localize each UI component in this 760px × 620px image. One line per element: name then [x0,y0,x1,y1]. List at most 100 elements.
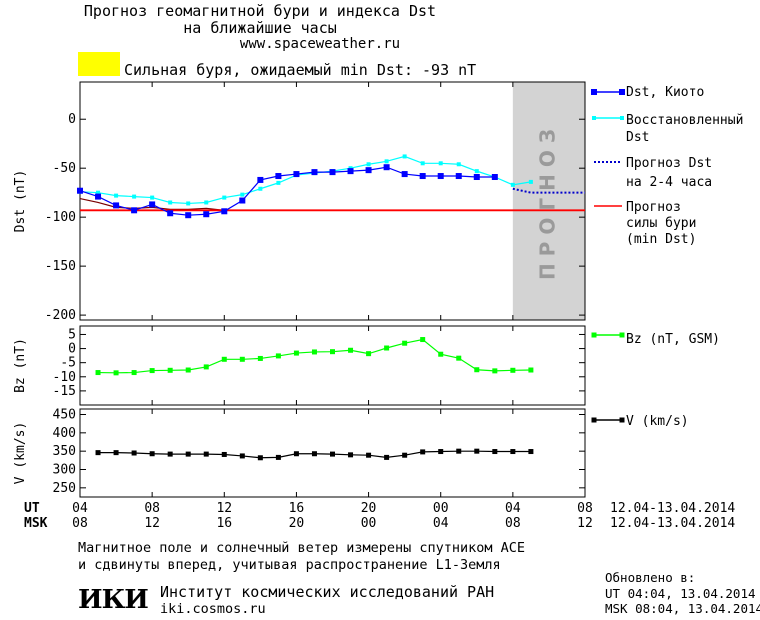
restored-dst-point [204,200,209,205]
panel-frame-1 [79,81,586,321]
legend-kyoto-marker [591,89,597,95]
kyoto-dst-point [455,173,462,180]
restored-dst-point [222,195,227,200]
iki-logo[interactable]: ИКИ [78,585,149,615]
v-point [95,450,101,456]
kyoto-dst-point [275,173,282,180]
bz-point [203,364,209,370]
ut-tick-label: 00 [433,501,449,516]
bz-line [98,338,531,374]
kyoto-dst-point [401,171,408,178]
kyoto-dst-point [95,193,102,200]
ytick-label: 300 [53,463,76,478]
legend-v-marker [619,417,625,423]
kyoto-dst-point [383,164,390,171]
msk-tick-label: 16 [216,516,232,531]
legend-restored-marker [592,116,596,120]
bz-point [366,351,372,357]
v-point [366,452,372,458]
v-point [131,450,137,456]
bz-point [492,368,498,374]
msk-date-range: 12.04-13.04.2014 [610,516,735,531]
bz-point [275,353,281,359]
bz-point [348,347,354,353]
ytick-label: -15 [53,384,76,399]
legend-restored-label-1: Восстановленный [626,113,743,128]
restored-dst-point [420,161,425,166]
bz-point [293,350,299,356]
ytick-label: 350 [53,444,76,459]
msk-tick-label: 12 [577,516,593,531]
ut-tick-label: 12 [216,501,232,516]
legend-storm-label-1: Прогноз [626,200,681,215]
site-url[interactable]: www.spaceweather.ru [239,36,401,52]
kyoto-dst-point [347,168,354,175]
v-point [113,450,119,456]
legend-bz-marker [619,332,625,338]
chart-subtitle: на ближайшие часы [183,19,337,37]
kyoto-dst-point [131,207,138,214]
legend-kyoto-label: Dst, Киото [626,85,704,100]
forecast-band-label: ПРОГНОЗ [535,122,559,280]
legend-v-label: V (km/s) [626,414,689,429]
kyoto-dst-point [257,176,264,183]
bz-point [113,370,119,376]
ytick-label: 400 [53,426,76,441]
kyoto-dst-point [419,173,426,180]
forecast-band [512,82,585,320]
bz-point [257,355,263,361]
updated-ut: UT 04:04, 13.04.2014 [605,586,756,601]
msk-tick-label: 12 [144,516,160,531]
restored-dst-point [114,193,119,198]
storm-level-swatch [78,52,120,76]
legend-v-marker [591,417,597,423]
y-axis-label-3: V (km/s) [13,422,28,485]
v-point [239,453,245,459]
bz-point [149,368,155,374]
bz-point [456,355,462,361]
restored-dst-point [528,179,533,184]
v-point [221,451,227,457]
legend-kyoto-marker [619,89,625,95]
kyoto-dst-point [185,212,192,219]
restored-dst-point [258,186,263,191]
ytick-label: -10 [53,370,76,385]
bz-point [239,356,245,362]
ut-tick-label: 16 [289,501,305,516]
updated-msk: MSK 08:04, 13.04.2014 [605,601,760,616]
restored-dst-point [132,194,137,199]
bz-point [221,356,227,362]
v-point [456,448,462,454]
restored-dst-point [276,180,281,185]
panel-frame-3 [79,408,586,498]
v-point [257,455,263,461]
dst-forecast-line [512,187,585,194]
v-point [384,454,390,460]
kyoto-dst-point [167,210,174,217]
v-point [311,451,317,457]
kyoto-dst-point [491,174,498,181]
institute-name: Институт космических исследований РАН [160,583,495,601]
data-note-line1: Магнитное поле и солнечный ветер измерен… [78,540,526,556]
ytick-label: -100 [45,210,76,225]
ytick-label: -5 [60,356,76,371]
ut-tick-label: 08 [577,501,593,516]
ut-tick-label: 04 [505,501,521,516]
ytick-label: -150 [45,259,76,274]
legend-restored-marker [620,116,624,120]
bz-point [474,367,480,373]
legend-forecast-label-1: Прогноз Dst [626,156,712,171]
bz-point [95,370,101,376]
legend-bz-marker [591,332,597,338]
v-point [420,449,426,455]
bz-point [438,351,444,357]
updated-title: Обновлено в: [605,570,696,585]
institute-url[interactable]: iki.cosmos.ru [160,601,266,617]
legend-bz-label: Bz (nT, GSM) [626,332,720,347]
restored-dst-point [402,154,407,159]
ytick-label: 0 [68,112,76,127]
v-point [492,449,498,455]
data-note-line2: и сдвинуты вперед, учитывая распростране… [78,557,501,573]
restored-dst-point [240,192,245,197]
